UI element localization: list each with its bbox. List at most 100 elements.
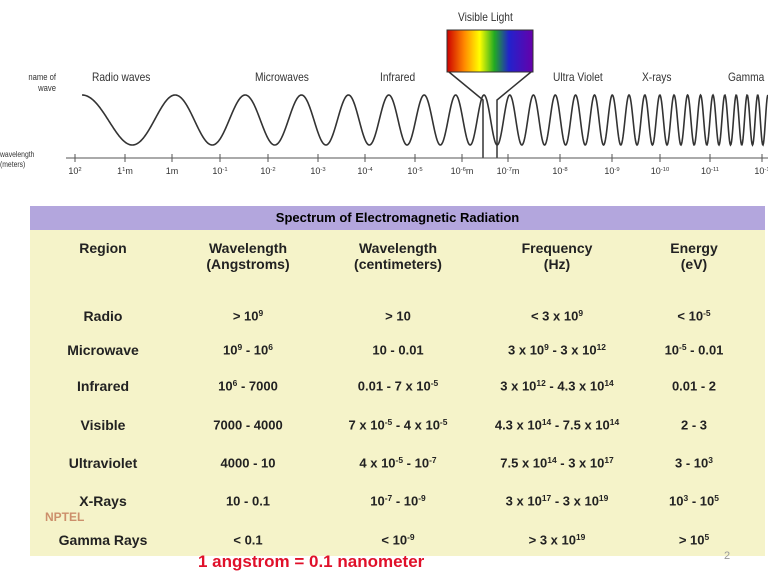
text-part: Gamma Rays bbox=[59, 532, 148, 548]
text-part: 10 bbox=[451, 166, 461, 176]
text-part: 10 bbox=[223, 343, 237, 358]
superscript: 5 bbox=[714, 493, 719, 503]
text-part: 3 x 10 bbox=[508, 343, 544, 358]
superscript: 9 bbox=[578, 308, 583, 318]
table-cell: Infrared bbox=[77, 378, 129, 394]
header-line: Energy bbox=[670, 240, 717, 256]
tick-label: 10-1 bbox=[754, 166, 768, 176]
text-part: 10 bbox=[310, 166, 320, 176]
superscript: 14 bbox=[604, 378, 613, 388]
column-header: Wavelength(Angstroms) bbox=[206, 240, 289, 272]
text-part: 10 bbox=[357, 166, 367, 176]
superscript: -11 bbox=[711, 167, 719, 173]
page-number: 2 bbox=[724, 550, 730, 562]
tick-label: 10-5 bbox=[407, 166, 422, 176]
table-cell: 7 x 10-5 - 4 x 10-5 bbox=[349, 418, 448, 433]
tick-label: 10-4 bbox=[357, 166, 372, 176]
text-part: < 10 bbox=[677, 309, 703, 324]
table-cell: 3 x 109 - 3 x 1012 bbox=[508, 343, 606, 358]
tick-label: 10-2 bbox=[260, 166, 275, 176]
text-part: 10 bbox=[754, 166, 764, 176]
text-part: 7 x 10 bbox=[349, 418, 385, 433]
text-part: m bbox=[466, 166, 474, 176]
text-part: 10 bbox=[604, 166, 614, 176]
table-cell: < 10-9 bbox=[381, 533, 414, 548]
footnote: 1 angstrom = 0.1 nanometer bbox=[198, 552, 424, 572]
superscript: -8 bbox=[562, 167, 567, 173]
superscript: -7 bbox=[429, 455, 437, 465]
text-part: - 7000 bbox=[237, 379, 277, 394]
text-part: 10 - 0.01 bbox=[372, 343, 423, 358]
text-part: 10 bbox=[669, 494, 683, 509]
table-cell: Ultraviolet bbox=[69, 455, 137, 471]
wave-name: Radio waves bbox=[92, 70, 150, 84]
text-part: 10 bbox=[370, 494, 384, 509]
header-line: Region bbox=[79, 240, 126, 256]
text-part: > 10 bbox=[385, 309, 411, 324]
text-part: - 10 bbox=[688, 494, 714, 509]
tick-label: 10-1 bbox=[212, 166, 227, 176]
table-cell: Visible bbox=[81, 417, 126, 433]
text-part: - 10 bbox=[242, 343, 268, 358]
table-cell: 109 - 106 bbox=[223, 343, 273, 358]
header-line: (eV) bbox=[670, 256, 717, 272]
tick-label: 10-10 bbox=[651, 166, 669, 176]
tick-label: 10-6m bbox=[451, 166, 474, 176]
text-part: 3 - 10 bbox=[675, 456, 708, 471]
text-part: 10 bbox=[260, 166, 270, 176]
text-part: 10 bbox=[665, 343, 679, 358]
superscript: 14 bbox=[542, 417, 551, 427]
table-cell: 10-5 - 0.01 bbox=[665, 343, 724, 358]
table-cell: 3 x 1017 - 3 x 1019 bbox=[506, 494, 609, 509]
superscript: -1 bbox=[764, 167, 768, 173]
visible-label: Visible Light bbox=[458, 10, 513, 24]
superscript: -9 bbox=[614, 167, 619, 173]
text-part: 3 x 10 bbox=[500, 379, 536, 394]
text-part: - 3 x 10 bbox=[557, 456, 605, 471]
text-part: Infrared bbox=[77, 378, 129, 394]
text-part: - 3 x 10 bbox=[549, 343, 597, 358]
column-header: Wavelength(centimeters) bbox=[354, 240, 442, 272]
table-cell: Gamma Rays bbox=[59, 532, 148, 548]
text-part: 10 bbox=[212, 166, 222, 176]
superscript: -7 bbox=[385, 493, 393, 503]
superscript: -5 bbox=[396, 455, 404, 465]
superscript: 3 bbox=[708, 455, 713, 465]
table-cell: > 3 x 1019 bbox=[529, 533, 586, 548]
superscript: -5 bbox=[417, 167, 422, 173]
text-part: X-Rays bbox=[79, 493, 126, 509]
superscript: -5 bbox=[703, 308, 711, 318]
column-header: Region bbox=[79, 240, 126, 256]
superscript: 12 bbox=[597, 342, 606, 352]
text-part: 3 x 10 bbox=[506, 494, 542, 509]
superscript: 9 bbox=[258, 308, 263, 318]
superscript: 6 bbox=[268, 342, 273, 352]
table-cell: 106 - 7000 bbox=[218, 379, 278, 394]
text-part: 10 - 0.1 bbox=[226, 494, 270, 509]
table-cell: Microwave bbox=[67, 342, 139, 358]
superscript: 17 bbox=[604, 455, 613, 465]
table-cell: > 10 bbox=[385, 309, 411, 324]
text-part: 7.5 x 10 bbox=[500, 456, 547, 471]
text-part: - 7.5 x 10 bbox=[551, 418, 610, 433]
superscript: 12 bbox=[536, 378, 545, 388]
wave-label: name of wave bbox=[22, 72, 56, 94]
text-part: 4 x 10 bbox=[359, 456, 395, 471]
table-cell: 7000 - 4000 bbox=[213, 418, 282, 433]
text-part: < 3 x 10 bbox=[531, 309, 578, 324]
text-part: 4000 - 10 bbox=[221, 456, 276, 471]
superscript: -5 bbox=[385, 417, 393, 427]
text-part: 10 bbox=[407, 166, 417, 176]
wave-name: Infrared bbox=[380, 70, 415, 84]
text-part: - 10 bbox=[403, 456, 429, 471]
text-part: - 4 x 10 bbox=[392, 418, 440, 433]
tick-label: 10-9 bbox=[604, 166, 619, 176]
superscript: 2 bbox=[78, 167, 81, 173]
text-part: 10 bbox=[651, 166, 661, 176]
table-cell: 4.3 x 1014 - 7.5 x 1014 bbox=[495, 418, 619, 433]
superscript: 19 bbox=[599, 493, 608, 503]
table-cell: 4 x 10-5 - 10-7 bbox=[359, 456, 436, 471]
superscript: -9 bbox=[418, 493, 426, 503]
text-part: > 10 bbox=[679, 533, 705, 548]
text-part: - 0.01 bbox=[687, 343, 724, 358]
